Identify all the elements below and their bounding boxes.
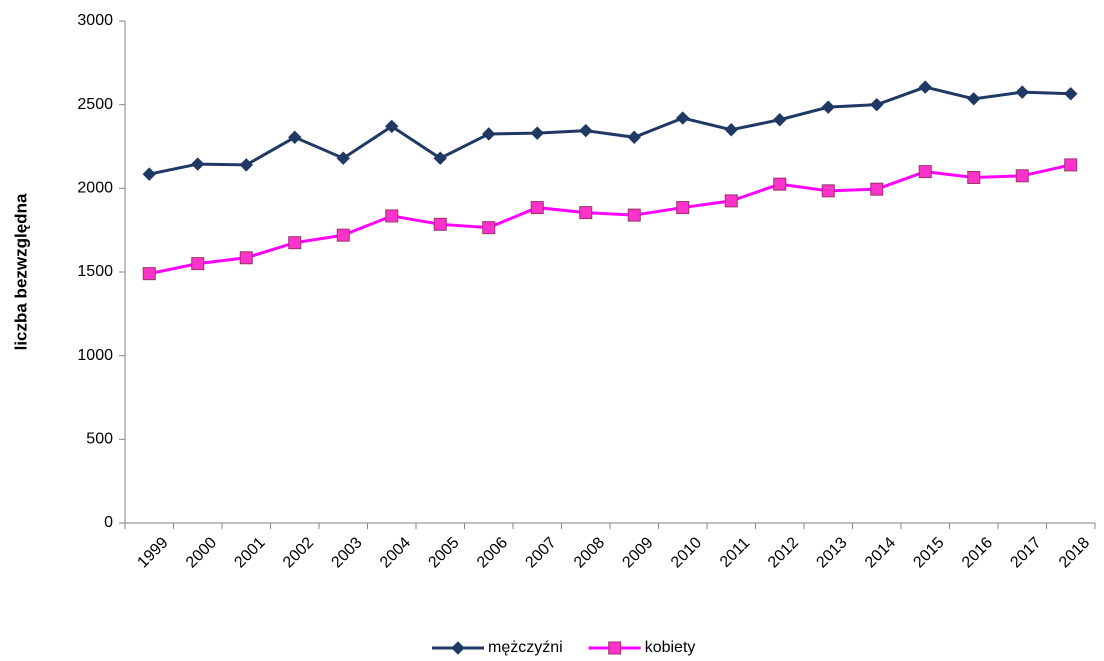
point [288,236,302,250]
point [967,92,981,106]
point [239,158,253,172]
y-axis-label: liczba bezwzględna [11,193,30,350]
point [870,182,884,196]
x-tick-label: 2018 [1056,534,1093,571]
point [1015,169,1029,183]
point [142,267,156,281]
point [1015,85,1029,99]
point [433,151,447,165]
x-tick-label: 2014 [862,534,899,571]
x-tick-label: 2000 [183,534,220,571]
point [191,157,205,171]
x-tick-label: 2007 [522,534,559,571]
point [1064,87,1078,101]
y-tick-label: 1000 [77,347,113,364]
x-tick-label: 2002 [280,534,317,571]
y-tick-label: 500 [86,431,113,448]
point [676,201,690,215]
legend-marker [608,641,622,655]
point [918,165,932,179]
y-tick-label: 0 [104,514,113,531]
point [967,170,981,184]
point [579,206,593,220]
point [385,209,399,223]
point [482,221,496,235]
legend-item: kobiety [588,639,696,656]
point [627,208,641,222]
y-tick-label: 2500 [77,96,113,113]
point [918,80,932,94]
point [239,251,253,265]
series-line [148,85,1071,176]
x-tick-label: 2008 [571,534,608,571]
point [773,177,787,191]
x-tick-label: 1999 [134,534,171,571]
x-tick-label: 2011 [717,535,753,571]
x-tick-label: 2015 [910,534,947,571]
point [821,184,835,198]
point [724,123,738,137]
x-tick-label: 2001 [231,534,268,571]
x-tick-label: 2003 [328,534,365,571]
x-tick-label: 2016 [959,534,996,571]
point [142,167,156,181]
legend-label: mężczyźni [488,639,563,656]
point [482,127,496,141]
point [336,228,350,242]
point [821,100,835,114]
x-tick-label: 2006 [474,534,511,571]
x-tick-label: 2013 [813,534,850,571]
legend-marker [451,641,465,655]
y-tick-label: 2000 [77,180,113,197]
y-tick-label: 3000 [77,12,113,29]
point [433,217,447,231]
point [530,201,544,215]
series-line [148,163,1072,276]
x-tick-label: 2004 [377,534,414,571]
x-tick-label: 2005 [425,534,462,571]
point [1064,158,1078,172]
legend-item: mężczyźni [432,639,563,656]
point [530,126,544,140]
point [579,123,593,138]
point [627,130,641,145]
point [773,113,787,127]
point [336,151,350,165]
point [385,119,399,134]
point [288,130,302,145]
point [191,257,205,271]
point [724,194,738,208]
x-tick-label: 2012 [765,534,802,571]
point [870,97,884,112]
x-tick-label: 2017 [1007,534,1044,571]
x-tick-label: 2009 [619,534,656,571]
legend-label: kobiety [645,639,696,656]
x-tick-label: 2010 [668,534,705,571]
point [676,111,690,125]
y-tick-label: 1500 [77,263,113,280]
